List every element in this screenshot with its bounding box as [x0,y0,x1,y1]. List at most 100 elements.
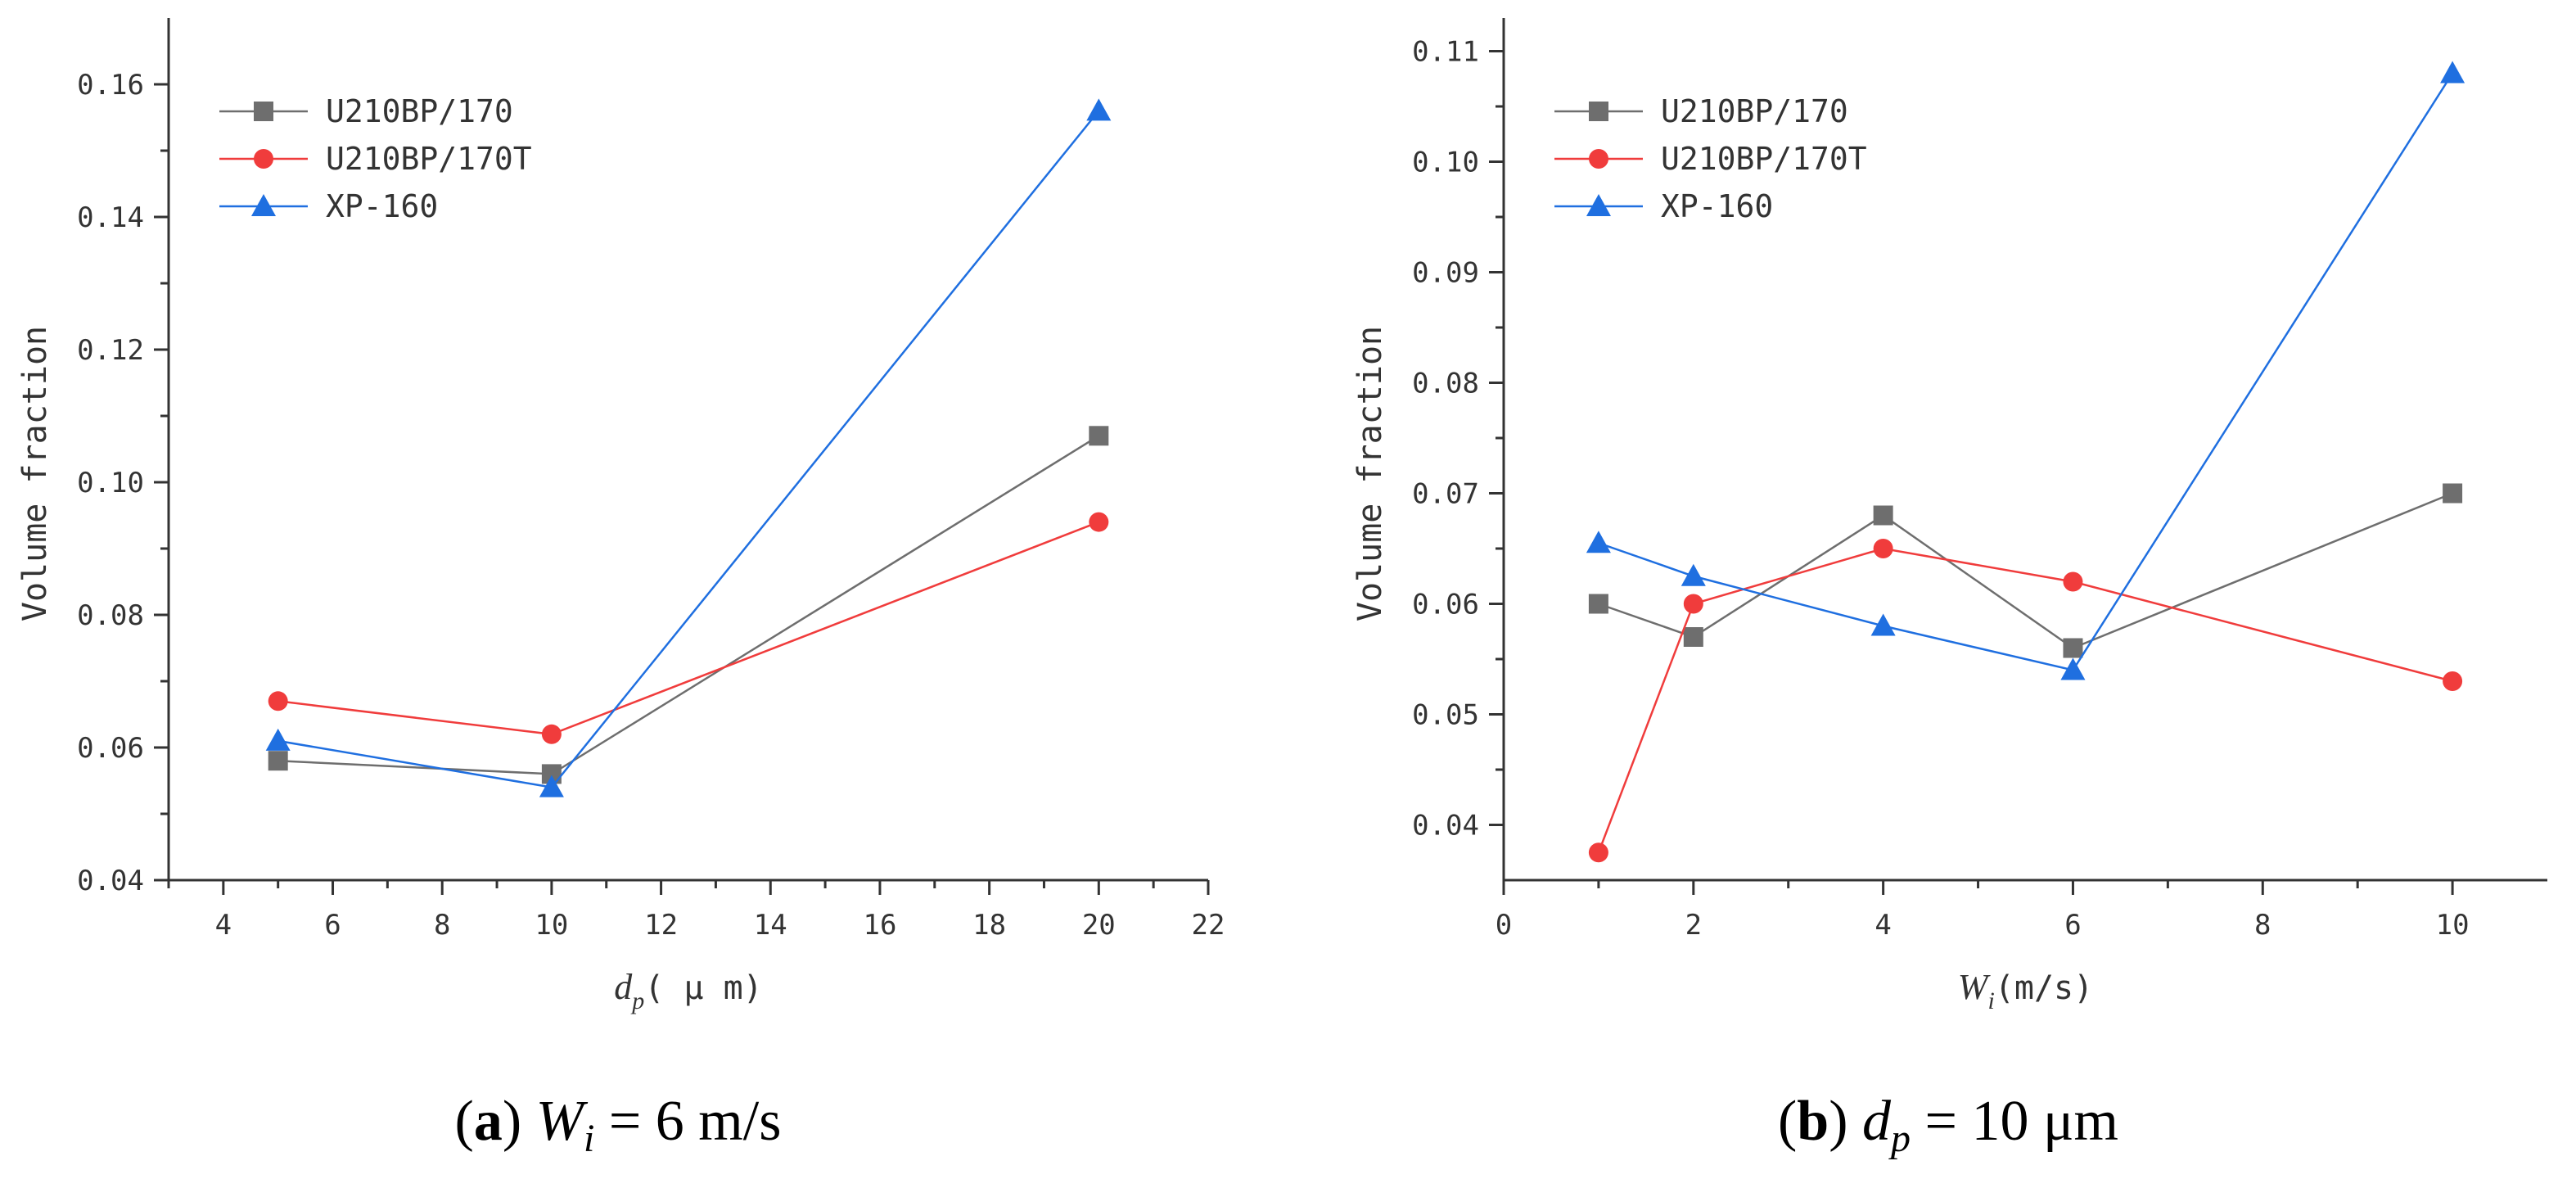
caption-letter: b [1797,1090,1829,1153]
series-u210bp-170 [1588,483,2463,658]
x-tick-label: 22 [1192,909,1225,942]
y-tick-label: 0.04 [77,865,144,897]
data-point-xp-160 [1680,563,1706,586]
legend-marker [1589,102,1608,121]
series-u210bp-170t [268,512,1109,744]
caption-paren-open: ( [455,1090,474,1153]
x-tick-label: 18 [972,909,1006,942]
legend-entry-u210bp-170: U210BP/170 [1554,93,1848,129]
data-point-xp-160 [539,775,564,797]
caption-variable: W [536,1090,589,1153]
series-xp-160 [265,98,1112,797]
x-tick-label: 2 [1685,909,1702,942]
legend-entry-u210bp-170t: U210BP/170T [219,141,532,177]
y-tick-label: 0.10 [1412,147,1479,179]
legend-marker [251,194,276,216]
caption-paren-close: ) [503,1090,536,1153]
data-point-u210bp-170 [1089,426,1109,446]
data-point-u210bp-170t [2063,571,2083,592]
legend-label: U210BP/170T [1661,141,1867,177]
y-axis-title: Volume fraction [1351,326,1389,621]
data-point-u210bp-170t [1588,842,1608,863]
y-tick-label: 0.16 [77,69,144,102]
data-point-u210bp-170t [1683,594,1703,614]
y-tick-label: 0.05 [1412,699,1479,732]
x-axis-subscript: i [1987,987,1994,1014]
y-tick-label: 0.10 [77,467,144,499]
data-point-xp-160 [1586,531,1611,553]
series-line-u210bp-170t [277,521,1099,736]
caption-subscript: i [584,1117,594,1160]
data-point-u210bp-170 [1873,505,1893,526]
y-tick-label: 0.06 [77,732,144,765]
x-axis-subscript: p [630,987,644,1014]
series-line-u210bp-170t [1597,547,2453,853]
series-u210bp-170 [268,426,1109,784]
x-tick-label: 4 [215,909,232,942]
caption-paren-close: ) [1829,1090,1862,1153]
x-axis-variable: W [1958,967,1991,1007]
legend-marker [254,149,273,169]
y-tick-label: 0.09 [1412,257,1479,290]
x-tick-label: 6 [324,909,341,942]
x-axis-variable: d [614,967,633,1007]
legend-label: U210BP/170 [1661,93,1848,129]
series-line-u210bp-170 [1598,492,2453,649]
data-point-u210bp-170t [541,724,562,744]
panel-caption: (a) Wi = 6 m/s [455,1090,782,1160]
data-point-xp-160 [2440,61,2465,84]
legend-label: XP-160 [1661,188,1773,224]
y-tick-label: 0.04 [1412,810,1479,842]
x-axis-title: dp( μ m) [614,967,763,1014]
data-point-u210bp-170t [2443,671,2463,691]
caption-value: = 6 m/s [594,1090,781,1153]
panel-caption: (b) dp = 10 μm [1778,1090,2118,1160]
legend-label: XP-160 [326,188,438,224]
y-tick-label: 0.12 [77,334,144,367]
legend-entry-xp-160: XP-160 [219,188,438,224]
legend-entry-u210bp-170t: U210BP/170T [1554,141,1867,177]
chart-a: 4 6 8 10 12 14 16 18 20 22 0.04 0.06 0.08 0.10 0.12 0.1… [16,18,1225,1160]
y-tick-label: 0.06 [1412,589,1479,621]
legend-entry-u210bp-170: U210BP/170 [219,93,513,129]
data-point-u210bp-170 [268,751,288,771]
data-point-xp-160 [265,728,291,751]
series-u210bp-170t [1588,539,2463,863]
x-tick-label: 20 [1082,909,1116,942]
series-line-u210bp-170 [277,435,1099,775]
y-tick-label: 0.08 [77,599,144,632]
y-tick-label: 0.11 [1412,36,1479,69]
x-tick-label: 4 [1874,909,1891,942]
data-point-u210bp-170 [1683,627,1703,647]
caption-variable: d [1862,1090,1892,1153]
x-tick-label: 16 [863,909,896,942]
chart-b: 0 2 4 6 8 10 0.04 0.05 0.06 0.07 0.08 0.09 0.10 0.11 V… [1351,18,2547,1160]
data-point-u210bp-170 [2063,638,2083,658]
caption-paren-open: ( [1778,1090,1797,1153]
caption-subscript: p [1888,1117,1911,1160]
x-axis-unit: ( μ m) [644,969,763,1007]
data-point-u210bp-170 [1588,594,1608,614]
x-tick-label: 10 [2436,909,2470,942]
x-tick-label: 10 [535,909,568,942]
data-point-u210bp-170t [1873,539,1893,558]
legend-marker [1589,149,1608,169]
data-point-u210bp-170t [268,691,288,711]
legend-marker [254,102,273,121]
y-tick-label: 0.08 [1412,368,1479,400]
y-axis-title: Volume fraction [16,326,54,621]
legend-label: U210BP/170T [326,141,532,177]
x-tick-label: 6 [2064,909,2081,942]
data-point-xp-160 [2060,657,2086,680]
data-point-xp-160 [1870,613,1896,636]
data-point-u210bp-170t [1089,512,1109,532]
x-tick-label: 8 [2254,909,2271,942]
caption-value: = 10 μm [1911,1090,2118,1153]
x-tick-label: 12 [644,909,678,942]
legend-marker [1586,194,1611,216]
x-axis-unit: (m/s) [1995,969,2093,1007]
caption-letter: a [474,1090,503,1153]
series-xp-160 [1586,61,2465,680]
y-tick-label: 0.07 [1412,478,1479,511]
